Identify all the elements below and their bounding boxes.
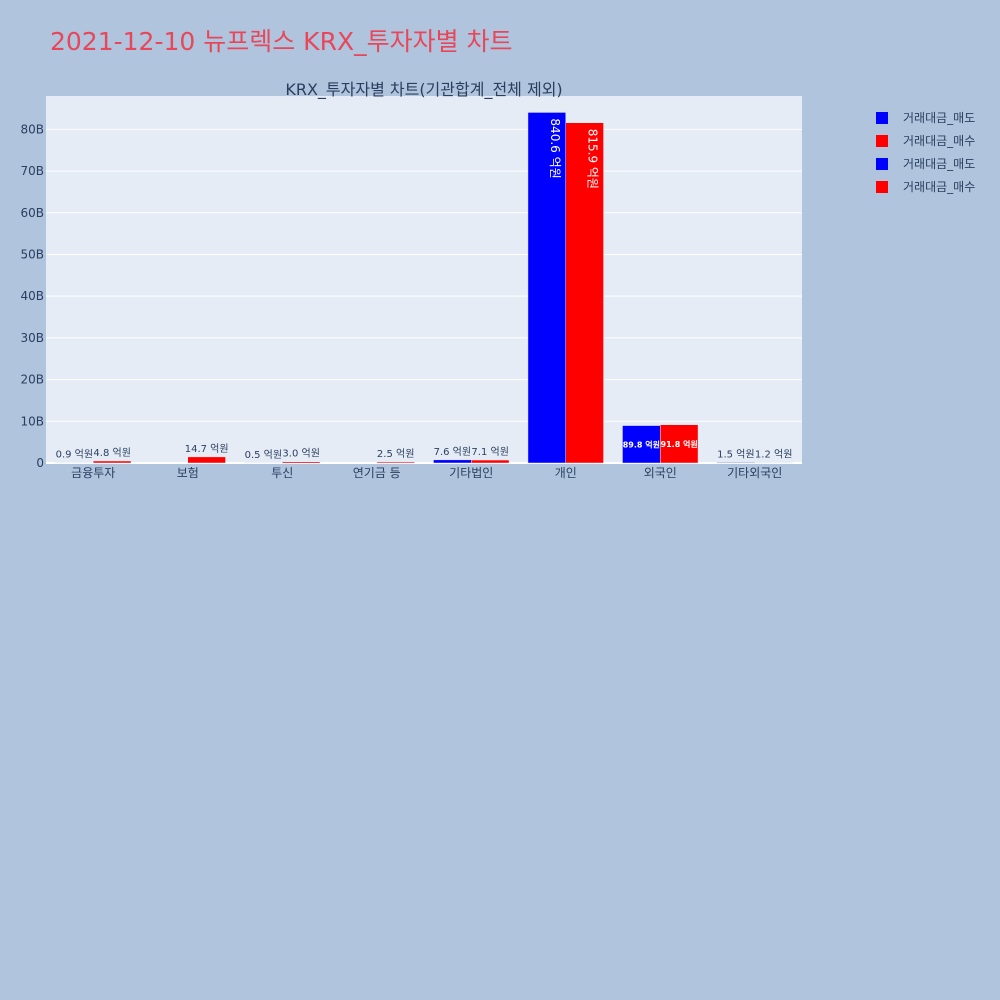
x-tick-label: 금융투자 [71,466,115,480]
legend-swatch [876,134,888,147]
bar-label: 2.5 억원 [377,448,414,460]
legend-label: 거래대금_매도 [903,111,976,125]
bar [660,424,699,464]
x-tick-label: 개인 [555,466,577,480]
bar-label: 3.0 억원 [282,448,319,460]
x-tick-label: 보험 [177,466,199,480]
y-tick-label: 80B [20,122,44,136]
chart-bottom: 01B2B3B4B5B6B7B8B9BKRX_투자자별 차트(기관합계_전체_개… [0,0,1000,500]
x-tick-label: 기타외국인 [727,466,782,480]
x-tick-label: 투신 [271,466,293,480]
y-tick-label: 20B [20,373,44,387]
bar-label: 815.9 억원 [586,129,600,189]
legend-item[interactable]: 거래대금_매수 [876,175,975,198]
bar [282,461,321,464]
y-tick-label: 10B [20,414,44,428]
x-tick-label: 연기금 등 [353,466,401,480]
bar-label: 0.9 억원 [56,449,93,461]
bar-label: 14.7 억원 [185,443,229,455]
legend-item[interactable]: 거래대금_매수 [876,129,975,152]
y-tick-label: 0 [36,456,44,470]
legend-swatch [876,157,888,170]
x-tick-label: 외국인 [644,466,677,480]
legend: 거래대금_매도 거래대금_매수 거래대금_매도 거래대금_매수 [876,106,975,198]
bar-label: 7.6 억원 [434,446,471,458]
y-tick-label: 70B [20,164,44,178]
bar [471,459,510,464]
x-tick-label: 기타법인 [449,466,493,480]
plot-area [46,96,802,463]
bar-label: 0.5 억원 [245,449,282,461]
bar-label: 91.8 억원 [661,439,698,449]
bar-label: 7.1 억원 [471,446,508,458]
legend-swatch [876,111,888,124]
legend-label: 거래대금_매도 [903,157,976,171]
bar-label: 840.6 억원 [548,118,562,178]
legend-swatch [876,180,888,193]
bar [187,456,226,464]
y-tick-label: 30B [20,331,44,345]
chart-top: 0 10B 20B 30B 40B 50B 60B 70B 80B KRX_투자자별 차트(기관합… [20,80,802,480]
bar-label: 89.8 억원 [623,439,660,449]
legend-item[interactable]: 거래대금_매도 [876,106,975,129]
legend-item[interactable]: 거래대금_매도 [876,152,975,175]
y-tick-label: 50B [20,247,44,261]
chart-title: KRX_투자자별 차트(기관합계_전체 제외) [285,80,562,100]
bar [376,461,415,464]
y-tick-label: 60B [20,206,44,220]
bar [93,460,132,464]
bar-label: 1.5 억원 [717,448,754,460]
bar [527,112,567,464]
legend-label: 거래대금_매수 [903,134,976,148]
bar [565,122,604,464]
page-title: 2021-12-10 뉴프렉스 KRX_투자자별 차트 [50,27,513,56]
bar [754,462,793,464]
y-tick-label: 40B [20,289,44,303]
bar-label: 4.8 억원 [93,447,130,459]
legend-label: 거래대금_매수 [903,180,976,194]
bar-label: 1.2 억원 [755,448,792,460]
